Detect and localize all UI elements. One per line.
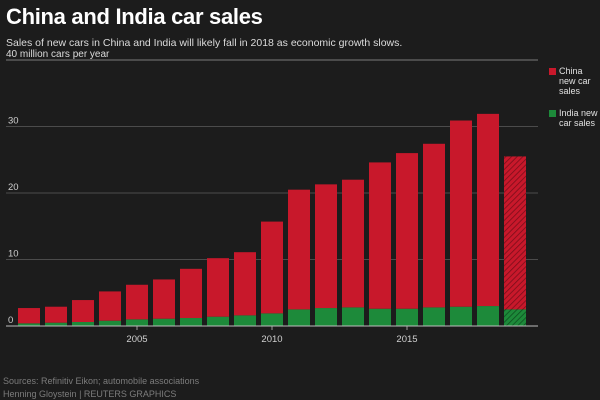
bar-india-2003 — [72, 322, 94, 326]
bar-china-2001 — [18, 308, 40, 324]
footer-separator: | — [79, 389, 84, 399]
y-tick-label-0: 0 — [8, 315, 13, 326]
bar-india-2008 — [207, 316, 229, 326]
bar-china-2012 — [315, 184, 337, 309]
bar-india-2013 — [342, 307, 364, 326]
bar-india-forecast — [504, 309, 526, 326]
legend-item-china: China new car sales — [549, 66, 599, 96]
bar-india-2011 — [288, 309, 310, 326]
legend-label-china: China new car sales — [559, 66, 591, 96]
bar-china-2013 — [342, 179, 364, 308]
legend-swatch-india — [549, 110, 556, 117]
bar-india-2001 — [18, 323, 40, 326]
bar-india-2015 — [396, 308, 418, 326]
x-tick-label-2010: 2010 — [261, 334, 282, 345]
chart-subtitle: Sales of new cars in China and India wil… — [6, 37, 403, 49]
bar-india-2014 — [369, 308, 391, 326]
bar-india-2009 — [234, 315, 256, 326]
legend-label-india: India new car sales — [559, 108, 598, 128]
bar-china-2007 — [180, 268, 202, 319]
bar-china-forecast — [504, 156, 526, 310]
bar-india-2005 — [126, 319, 148, 326]
bar-india-2002 — [45, 322, 67, 326]
bar-china-2008 — [207, 258, 229, 317]
bar-india-2018 — [477, 306, 499, 326]
bar-china-2016 — [423, 143, 445, 308]
bar-china-2018 — [477, 113, 499, 307]
y-tick-label-20: 20 — [8, 182, 19, 193]
bar-china-2003 — [72, 300, 94, 323]
bar-china-2014 — [369, 162, 391, 309]
y-tick-label-30: 30 — [8, 116, 19, 127]
x-tick-label-2005: 2005 — [126, 334, 147, 345]
footer-sources: Sources: Refinitiv Eikon; automobile ass… — [3, 376, 200, 386]
bar-india-2010 — [261, 313, 283, 326]
bar-india-2007 — [180, 318, 202, 326]
bar-india-2012 — [315, 308, 337, 326]
legend: China new car sales India new car sales — [549, 66, 599, 140]
bar-china-2011 — [288, 189, 310, 310]
legend-swatch-china — [549, 68, 556, 75]
footer-author: Henning Gloystein — [3, 389, 77, 399]
chart-title: China and India car sales — [6, 4, 263, 29]
bar-china-2006 — [153, 279, 175, 319]
bar-china-2004 — [99, 291, 121, 321]
bar-china-2005 — [126, 284, 148, 320]
footer-publisher: REUTERS GRAPHICS — [83, 389, 177, 399]
bar-india-2017 — [450, 306, 472, 326]
bar-china-2009 — [234, 252, 256, 316]
bar-china-2002 — [45, 306, 67, 323]
bar-china-2010 — [261, 221, 283, 314]
bar-china-2017 — [450, 120, 472, 307]
bar-india-2006 — [153, 318, 175, 326]
legend-item-india: India new car sales — [549, 108, 599, 128]
x-tick-label-2015: 2015 — [396, 334, 417, 345]
y-tick-label-10: 10 — [8, 249, 19, 260]
bar-india-2004 — [99, 320, 121, 326]
bar-india-2016 — [423, 307, 445, 326]
y-unit-label: 40 million cars per year — [6, 49, 110, 60]
footer-credit: Henning Gloystein | REUTERS GRAPHICS — [3, 389, 176, 399]
bar-china-2015 — [396, 153, 418, 309]
